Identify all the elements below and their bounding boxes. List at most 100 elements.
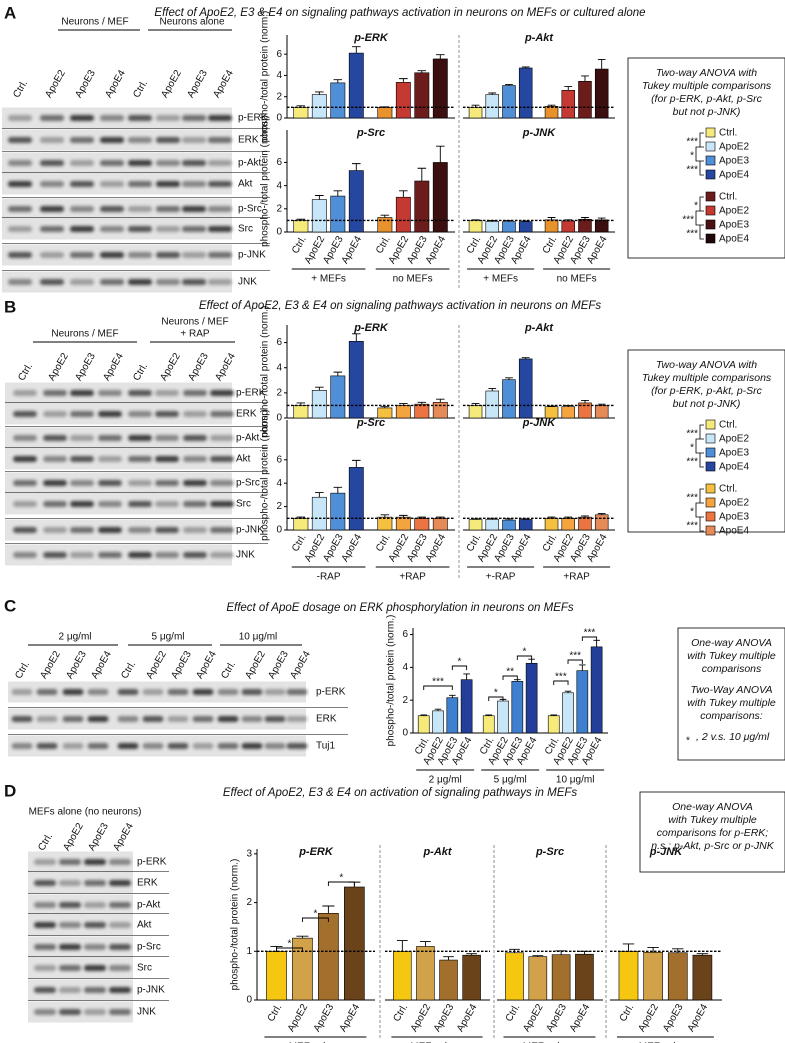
y-tick-label: 6 [276,454,282,465]
blot-band [58,902,82,908]
group-label: no MEFs [393,274,433,285]
comparison-bracket [699,452,704,468]
error-bar [579,950,590,955]
comparison-bracket [699,196,704,212]
comparison-bracket [695,210,700,226]
blot-row-label: p-Akt [137,900,161,911]
category-label: ApoE4 [686,1002,711,1034]
blot-band [33,1009,57,1015]
bar [293,107,309,119]
blot-band [210,527,234,533]
blot-band [181,137,207,143]
comparison-stars: * [690,443,694,454]
bar [432,162,448,233]
blot-band [210,501,234,507]
error-bar [579,664,586,671]
blot-band [39,181,65,187]
blot-band [128,390,152,396]
category-label: ApoE2 [636,1002,661,1034]
blot-band [43,552,67,558]
y-tick-label: 0 [246,995,252,1006]
chart-title: p-JNK [522,417,556,429]
error-bar [333,371,343,376]
blot-band [167,716,189,722]
chart-title: p-Akt [524,322,554,334]
stats-text: n.s.: p-Akt, p-Src or p-JNK [651,840,775,852]
y-axis-label: phospho-/total protein (norm.) [260,409,271,541]
group-label: MEFs alone [289,1042,343,1043]
blot-band [207,226,233,232]
blot-band [155,435,179,441]
blot-band [87,689,109,695]
bar [348,341,364,419]
error-bar [597,217,606,220]
bar [395,405,411,419]
blot-band [127,160,153,166]
blot-band [69,115,95,121]
lane-label: ApoE2 [158,351,183,383]
lane-label: ApoE4 [211,68,236,100]
blot-band [83,902,107,908]
blot-band [183,480,207,486]
bar [432,710,444,734]
legend-label: ApoE3 [719,512,749,523]
y-axis-label: phospho-/total protein (norm.) [230,859,241,991]
lane-label: ApoE3 [169,649,194,681]
blot-band [58,880,82,886]
error-bar [485,714,493,716]
significance-stars: ** [506,667,514,678]
error-bar [488,388,497,391]
y-tick-label: 4 [276,70,282,81]
blot-band [36,743,58,749]
blot-band [11,743,33,749]
blot-band [33,902,57,908]
chart-title: p-JNK [649,846,683,858]
blot-row-label: ERK [238,135,259,146]
blot-band [83,987,107,993]
lane-label: ApoE2 [159,68,184,100]
error-bar [505,377,513,380]
y-tick-label: 3 [246,849,252,860]
y-tick-label: 4 [276,478,282,489]
blot-band [70,456,94,462]
blot-band [128,411,152,417]
bar [318,912,339,1001]
blot-band [108,987,132,993]
category-label: ApoE4 [568,1002,593,1034]
legend-swatch [705,169,716,180]
blot-row-label: Akt [238,179,253,190]
lane-label: Ctrl. [36,831,55,852]
bar [330,492,346,531]
blot-band [99,279,125,285]
error-bar [315,91,324,95]
blot-band [286,716,308,722]
stats-text: but not p-JNK) [673,106,741,118]
blot-band [108,1009,132,1015]
chart-title: p-ERK [298,846,334,858]
blot-band [117,689,139,695]
bar [377,107,393,119]
significance-stars: * [523,647,527,658]
bar [482,715,495,734]
stats-box [627,57,785,259]
blot-band [87,743,109,749]
comparison-stars: *** [686,229,698,240]
blot-band [286,743,308,749]
lane-label: Ctrl. [219,659,238,680]
blot-band [13,411,37,417]
error-bar [564,690,572,693]
significance-bracket [301,917,329,922]
blot-row-label: p-Akt [236,433,260,444]
blot-row-label: ERK [316,714,337,725]
y-tick-label: 2 [276,203,282,214]
blot-band [13,435,37,441]
chart-title: p-ERK [353,322,389,334]
group-label: MEFs alone [523,1042,577,1043]
stats-box [677,627,785,761]
blot-band [70,480,94,486]
category-label: ApoE2 [521,1002,546,1034]
lane-label: ApoE2 [43,68,68,100]
blot-band [128,456,152,462]
category-label: Ctrl. [290,234,309,255]
category-label: ApoE3 [544,1002,569,1034]
